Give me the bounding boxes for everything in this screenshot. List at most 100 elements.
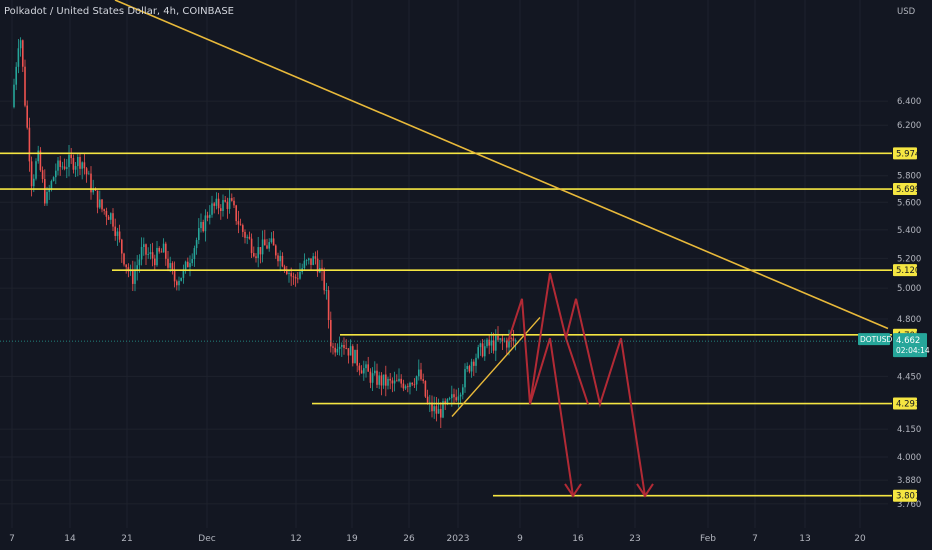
candle-body (28, 127, 31, 162)
level-price-tag (893, 183, 917, 196)
candle-body (83, 162, 86, 169)
candle-body (52, 177, 55, 182)
candle-body (85, 168, 88, 175)
candle-body (376, 370, 378, 385)
candle-body (88, 173, 90, 175)
candle-body (354, 349, 356, 364)
price-tick-label: 6.200 (897, 121, 921, 131)
candle-body (70, 154, 72, 159)
price-tick-label: 5.800 (897, 172, 921, 182)
candle-body (226, 201, 229, 209)
candle-body (134, 271, 136, 284)
candle-body (281, 255, 284, 267)
time-tick-label: 19 (346, 534, 358, 544)
candle-body (446, 399, 449, 403)
candle-body (380, 375, 383, 386)
level-price-label: 5.120 (896, 266, 920, 276)
candle-body (323, 270, 325, 291)
time-tick-label: Dec (198, 534, 215, 544)
candle-body (391, 380, 394, 384)
candle-body (149, 252, 152, 255)
candle-body (237, 221, 240, 225)
candle-body (385, 374, 387, 386)
level-price-tag (893, 489, 917, 502)
candle-body (435, 406, 438, 414)
price-tick-label: 4.450 (897, 372, 921, 382)
level-price-label: 4.293 (896, 400, 920, 410)
candle-body (57, 160, 59, 171)
projection-arrow-a (564, 483, 582, 498)
candle-body (165, 243, 167, 259)
candle-body (81, 162, 83, 169)
candle-body (145, 244, 147, 255)
candle-body (440, 408, 442, 418)
projection-path-mid (565, 337, 589, 405)
price-tick-label: 4.150 (897, 425, 921, 435)
candle-body (512, 338, 515, 342)
last-price-label: 4.662 (896, 336, 920, 346)
candle-body (330, 320, 332, 347)
candle-body (290, 273, 292, 277)
candle-body (107, 216, 110, 220)
candle-body (193, 248, 196, 260)
level-price-tag (893, 264, 917, 277)
candle-body (114, 226, 116, 236)
candle-body (99, 199, 101, 208)
candle-body (156, 247, 158, 266)
candle-body (404, 386, 407, 389)
candle-body (279, 255, 281, 262)
candle-body (492, 340, 495, 351)
projection-arrow-b (636, 483, 654, 498)
candle-body (239, 224, 242, 226)
candle-body (422, 379, 424, 381)
time-tick-label: 13 (799, 534, 810, 544)
candle-body (96, 190, 99, 208)
candle-body (259, 247, 262, 255)
candle-body (50, 181, 53, 190)
candle-body (286, 269, 288, 275)
projection-path-drop-b (620, 338, 646, 497)
candle-body (178, 280, 180, 286)
candle-body (127, 267, 130, 272)
bar-countdown-label: 02:04:14 (896, 346, 930, 355)
candle-body (413, 384, 416, 386)
candle-body (125, 264, 127, 268)
symbol-title: Polkadot / United States Dollar, 4h, COI… (4, 6, 234, 17)
candle-body (345, 347, 347, 349)
candle-body (336, 348, 339, 353)
candle-body (110, 213, 112, 220)
candle-body (59, 160, 61, 167)
level-price-tag (893, 397, 917, 410)
candle-body (209, 214, 211, 218)
candle-body (15, 66, 17, 85)
candle-body (220, 208, 222, 212)
descending-trendline (114, 0, 889, 330)
candle-body (486, 339, 488, 347)
candle-body (308, 258, 310, 261)
candle-body (356, 349, 358, 366)
candle-body (198, 228, 200, 241)
candle-body (169, 263, 171, 268)
candles (13, 37, 517, 428)
candle-body (490, 340, 493, 346)
candle-body (242, 225, 244, 232)
candle-body (327, 290, 330, 321)
candle-body (121, 239, 123, 254)
candle-body (464, 369, 466, 388)
candle-body (90, 173, 92, 193)
candle-body (140, 246, 143, 260)
candle-body (288, 273, 290, 275)
candle-body (455, 397, 457, 401)
candle-body (101, 199, 103, 210)
candle-body (396, 380, 398, 382)
candle-body (162, 243, 165, 253)
candle-body (191, 259, 193, 264)
candle-body (180, 277, 182, 281)
time-tick-label: 23 (629, 534, 640, 544)
candle-body (316, 258, 319, 273)
candle-body (63, 166, 66, 169)
projection-path-main (507, 272, 622, 408)
candle-body (33, 178, 35, 187)
